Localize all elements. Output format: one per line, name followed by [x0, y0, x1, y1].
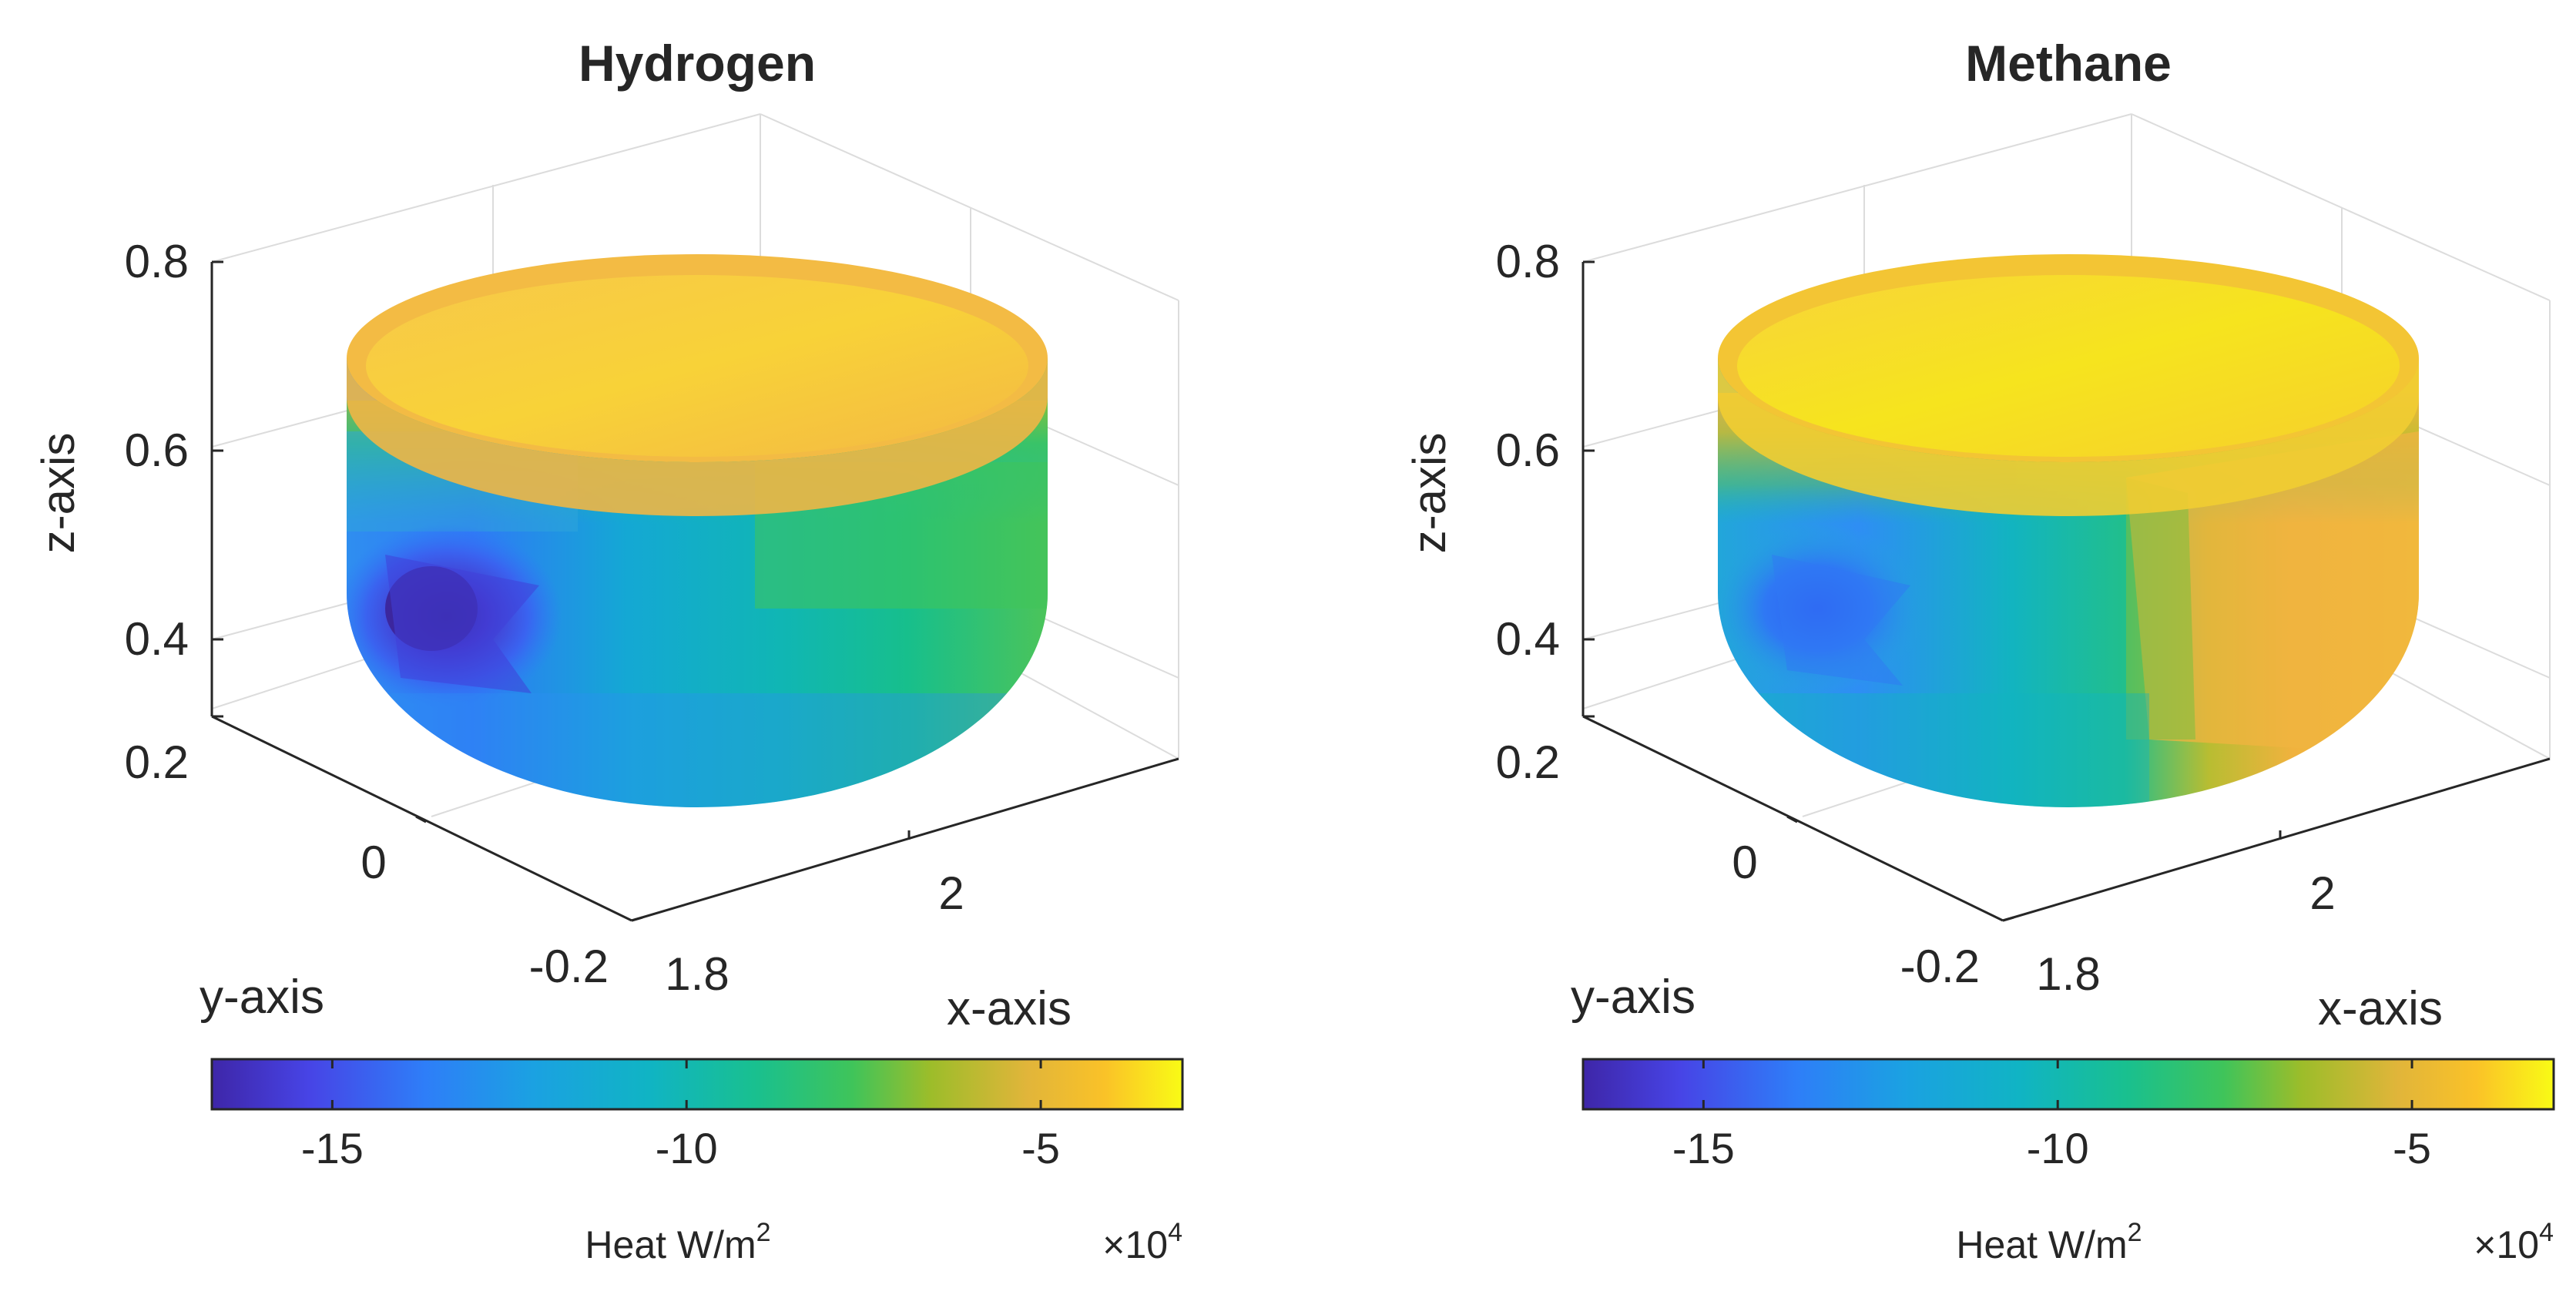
z-tick-label: 0.6: [125, 424, 189, 476]
colorbar-tick-label: -10: [2027, 1124, 2089, 1172]
colorbar-label: Heat W/m2: [585, 1218, 770, 1266]
chart-title: Hydrogen: [579, 35, 816, 92]
tick-marks: [1583, 260, 2282, 922]
lid-inner: [1737, 275, 2400, 457]
z-tick-label: 0.4: [125, 613, 189, 665]
y-tick-label: 0.2: [125, 736, 189, 788]
y-axis-label: y-axis: [200, 971, 324, 1024]
colorbar-multiplier: ×104: [1102, 1218, 1182, 1266]
x-axis-label: x-axis: [2318, 982, 2443, 1035]
y-tick-label: -0.2: [1900, 941, 1980, 992]
right-orange-region: [2126, 431, 2419, 755]
surface-hydrogen: [347, 254, 1048, 807]
z-tick-label: 0.8: [1496, 236, 1560, 287]
x-tick-label: 1.8: [2036, 948, 2100, 1000]
colorbar-ticks: -15 -10 -5: [1672, 1059, 2431, 1172]
lower-band: [347, 693, 1048, 807]
chart-panel-methane: Methane 0.8 0.6 0.4 0.2 0 -0.2 1.8 2 z-a…: [1404, 35, 2555, 1266]
colorbar-multiplier: ×104: [2474, 1218, 2554, 1266]
chart-title: Methane: [1965, 35, 2172, 92]
colorbar: -15 -10 -5 Heat W/m2 ×104: [210, 1058, 1184, 1266]
right-green-region: [2126, 478, 2195, 740]
z-tick-label: 0.4: [1496, 613, 1560, 665]
y-tick-label: 0.2: [1496, 736, 1560, 788]
colorbar-tick-label: -15: [301, 1124, 364, 1172]
z-axis-label: z-axis: [32, 433, 84, 554]
colorbar-ticks: -15 -10 -5: [301, 1059, 1060, 1172]
colorbar-tick-label: -5: [1021, 1124, 1060, 1172]
x-tick-label: 1.8: [665, 948, 729, 1000]
x-axis-label: x-axis: [947, 982, 1072, 1035]
z-tick-label: 0.8: [125, 236, 189, 287]
z-tick-label: 0.6: [1496, 424, 1560, 476]
surface-methane: [1718, 254, 2419, 807]
y-axis-label: y-axis: [1571, 971, 1696, 1024]
y-tick-label: 0: [1732, 837, 1757, 888]
y-tick-label: 0: [361, 837, 386, 888]
x-tick-label: 2: [938, 867, 964, 919]
z-axis-label: z-axis: [1404, 433, 1455, 554]
lid-inner: [366, 275, 1028, 457]
colorbar: -15 -10 -5 Heat W/m2 ×104: [1581, 1058, 2555, 1266]
spot-extension: [1772, 555, 1910, 686]
colorbar-label: Heat W/m2: [1956, 1218, 2142, 1266]
colorbar-tick-label: -15: [1672, 1124, 1735, 1172]
lower-band: [1718, 693, 2149, 807]
x-tick-label: 2: [2309, 867, 2335, 919]
chart-panel-hydrogen: Hydrogen 0.8 0.6 0.4 0.2 0 -0.2 1.8 2 z-…: [32, 35, 1184, 1266]
y-tick-label: -0.2: [529, 941, 609, 992]
tick-marks: [212, 260, 911, 922]
colorbar-tick-label: -10: [656, 1124, 718, 1172]
lid-rim-front: [347, 358, 1048, 516]
colorbar-tick-label: -5: [2393, 1124, 2431, 1172]
colorbar-gradient: [210, 1058, 1184, 1111]
lid-rim-front: [1718, 358, 2419, 516]
colorbar-gradient: [1581, 1058, 2555, 1111]
spot-extension: [385, 555, 539, 693]
